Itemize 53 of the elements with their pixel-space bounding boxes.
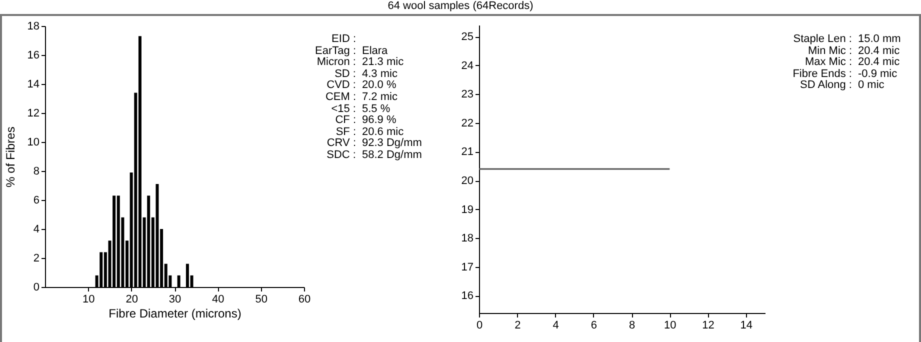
text: EarTag : Elara <box>314 44 388 57</box>
y-tick-label: 24 <box>461 60 474 72</box>
y-tick-label: 19 <box>461 204 474 216</box>
x-tick-label: 30 <box>168 294 182 306</box>
y-tick-label: 21 <box>461 146 474 158</box>
text: SF : 20.6 mic <box>334 126 404 138</box>
x-tick-label: 10 <box>82 294 95 306</box>
y-tick-label: 16 <box>461 290 474 302</box>
y-tick-label: 23 <box>461 88 474 101</box>
x-tick-label: 20 <box>126 294 138 306</box>
y-tick-label: 0 <box>33 282 40 294</box>
x-tick-label: 10 <box>664 320 676 332</box>
y-tick-label: 18 <box>461 232 474 245</box>
y-tick-label: 4 <box>33 224 40 236</box>
text: SDC : 58.2 Dg/mm <box>326 148 422 162</box>
x-tick-label: 0 <box>476 320 483 332</box>
text: SD : 4.3 mic <box>334 68 398 80</box>
y-axis-title: % of Fibres <box>3 126 18 188</box>
y-tick-label: 22 <box>461 117 474 130</box>
x-tick-label: 14 <box>740 320 753 332</box>
y-tick-label: 10 <box>27 136 40 148</box>
y-tick-label: 18 <box>27 20 40 32</box>
text: Micron : 21.3 mic <box>316 56 404 69</box>
text: Fibre Ends : -0.9 mic <box>792 68 898 80</box>
x-tick-label: 6 <box>590 320 597 332</box>
text: 64 wool samples (64Records) <box>386 0 534 12</box>
x-tick-label: 4 <box>552 320 559 332</box>
text: CF : 96.9 % <box>334 114 396 127</box>
x-axis-title: Fibre Diameter (microns) <box>108 306 242 320</box>
x-tick-label: 2 <box>514 320 521 332</box>
text: CEM : 7.2 mic <box>324 90 398 104</box>
x-tick-label: 40 <box>212 294 224 306</box>
y-tick-label: 6 <box>33 194 40 206</box>
text: EID : <box>330 33 356 46</box>
y-tick-label: 12 <box>27 108 40 120</box>
y-tick-label: 2 <box>33 252 40 264</box>
x-tick-label: 12 <box>702 320 714 332</box>
text: Min Mic : 20.4 mic <box>807 44 900 57</box>
text: Max Mic : 20.4 mic <box>804 56 900 69</box>
y-tick-label: 20 <box>461 175 474 188</box>
x-tick-label: 50 <box>255 294 268 306</box>
x-tick-label: 8 <box>628 320 636 332</box>
x-tick-label: 60 <box>298 294 311 306</box>
y-tick-label: 8 <box>33 166 40 178</box>
y-tick-label: 16 <box>27 50 40 62</box>
text: CRV : 92.3 Dg/mm <box>326 137 422 150</box>
text: SD Along : 0 mic <box>799 79 884 92</box>
y-tick-label: 17 <box>461 261 474 274</box>
text: Staple Len : 15.0 mm <box>792 33 901 46</box>
y-tick-label: 25 <box>461 31 474 44</box>
text: CVD : 20.0 % <box>326 79 396 92</box>
y-tick-label: 14 <box>27 78 40 90</box>
text: <15 : 5.5 % <box>330 102 390 115</box>
